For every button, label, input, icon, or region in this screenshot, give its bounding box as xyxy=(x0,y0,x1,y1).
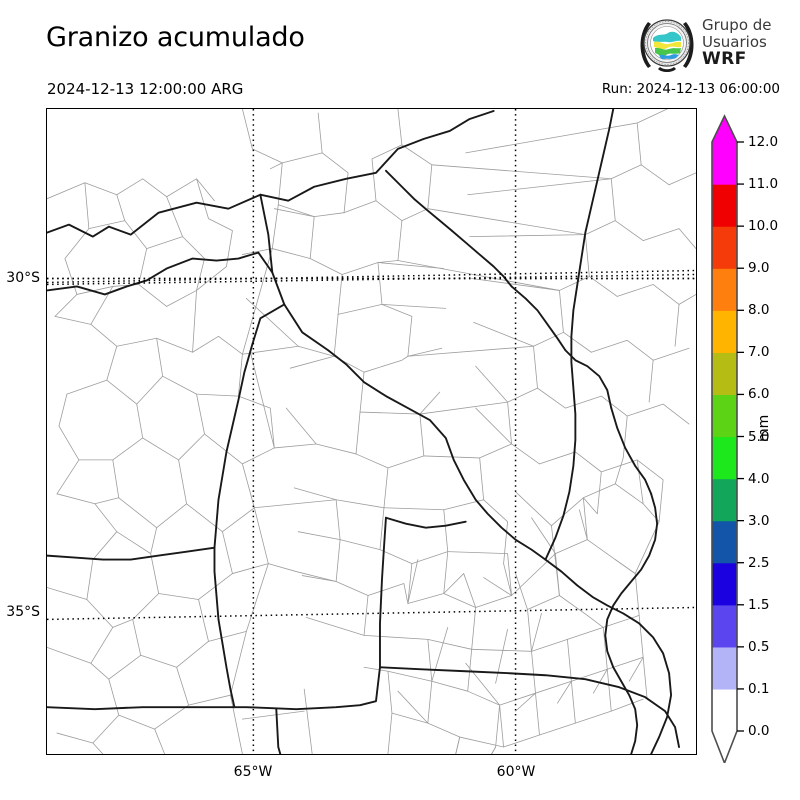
colorbar-band xyxy=(712,436,737,480)
colorbar-graphic xyxy=(711,114,744,763)
colorbar-band xyxy=(712,142,737,185)
wrf-globe-seal-icon xyxy=(636,14,698,76)
map-canvas[interactable] xyxy=(46,108,697,755)
lat-tick-label-35s: 35°S xyxy=(6,604,40,620)
page-title: Granizo acumulado xyxy=(46,22,305,53)
brand-line-1: Grupo de xyxy=(702,16,772,34)
map-vector-layer xyxy=(47,109,696,754)
colorbar-band xyxy=(712,478,737,522)
colorbar-band xyxy=(712,520,737,564)
colorbar-tick-label: 12.0 xyxy=(748,134,779,150)
colorbar-tick-label: 11.0 xyxy=(748,176,779,193)
valid-time-label: 2024-12-13 12:00:00 ARG xyxy=(47,80,244,98)
colorbar-bands xyxy=(712,116,737,763)
colorbar-band xyxy=(712,562,737,606)
colorbar-tick-label: 10.0 xyxy=(748,218,779,235)
colorbar xyxy=(705,108,800,763)
brand-line-3: WRF xyxy=(702,49,747,69)
colorbar-tick-label: 0.5 xyxy=(748,638,770,655)
brand-logo: Grupo de Usuarios WRF xyxy=(636,12,798,78)
colorbar-under-arrow xyxy=(712,731,737,763)
lon-tick-label-65w: 65°W xyxy=(233,764,273,780)
colorbar-tick-label: 8.0 xyxy=(748,302,770,319)
colorbar-tick-label: 1.5 xyxy=(748,596,770,613)
colorbar-band xyxy=(712,352,737,396)
gridlines xyxy=(47,109,696,754)
colorbar-band xyxy=(712,688,737,732)
colorbar-band xyxy=(712,226,737,269)
colorbar-tick-label: 2.5 xyxy=(748,554,770,571)
lon-tick-label-60w: 60°W xyxy=(496,764,536,780)
colorbar-ticks xyxy=(737,141,744,732)
brand-logo-text: Grupo de Usuarios WRF xyxy=(702,17,798,68)
lat-tick-label-30s: 30°S xyxy=(6,270,40,286)
province-boundaries xyxy=(47,109,680,754)
colorbar-tick-label: 6.0 xyxy=(748,386,770,403)
colorbar-band xyxy=(712,184,737,227)
colorbar-tick-label: 9.0 xyxy=(748,260,770,277)
colorbar-tick-label: 3.0 xyxy=(748,512,770,529)
colorbar-tick-label: 0.1 xyxy=(748,680,770,697)
colorbar-band xyxy=(712,604,737,648)
colorbar-band xyxy=(712,646,737,690)
colorbar-band xyxy=(712,310,737,353)
brand-line-2: Usuarios xyxy=(702,33,767,51)
colorbar-tick-label: 5.0 xyxy=(748,428,770,445)
colorbar-tick-label: 0.0 xyxy=(748,723,770,739)
colorbar-band xyxy=(712,268,737,311)
colorbar-band xyxy=(712,394,737,438)
colorbar-tick-label: 4.0 xyxy=(748,470,770,487)
run-time-label: Run: 2024-12-13 06:00:00 xyxy=(601,81,780,97)
colorbar-tick-label: 7.0 xyxy=(748,344,770,361)
department-boundaries xyxy=(47,109,696,754)
colorbar-over-arrow xyxy=(712,116,737,142)
